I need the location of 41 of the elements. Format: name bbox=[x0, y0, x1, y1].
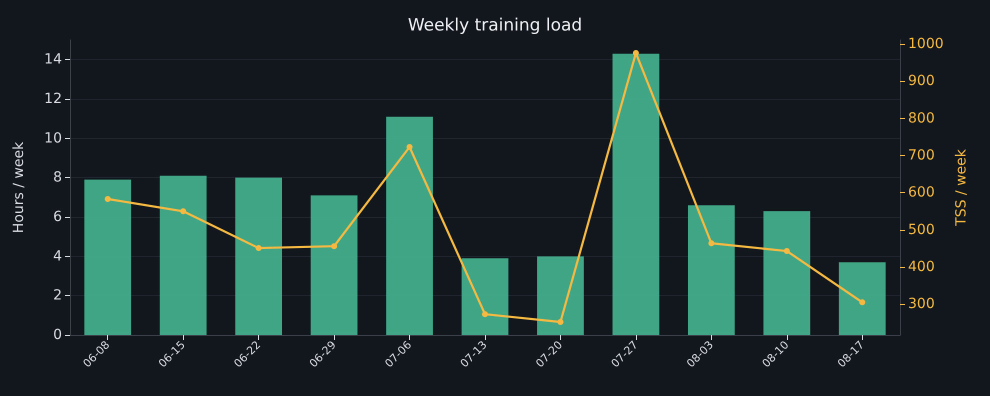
bar bbox=[462, 258, 508, 335]
y-tick-label: 0 bbox=[53, 327, 62, 343]
point bbox=[708, 240, 714, 246]
bar bbox=[235, 178, 282, 335]
y2-tick-label: 400 bbox=[908, 259, 935, 276]
bar bbox=[612, 54, 660, 335]
y2-tick-label: 700 bbox=[908, 148, 935, 164]
point bbox=[104, 196, 111, 202]
bar bbox=[386, 116, 433, 335]
y2-axis-title: TSS / week bbox=[954, 148, 970, 227]
point bbox=[784, 248, 790, 254]
point bbox=[406, 144, 413, 150]
y2-tick-label: 800 bbox=[908, 110, 935, 126]
y-axis-title: Hours / week bbox=[11, 140, 27, 234]
y-tick-label: 4 bbox=[53, 248, 62, 264]
y-tick-label: 8 bbox=[53, 170, 62, 186]
y2-tick-label: 300 bbox=[908, 296, 935, 312]
point bbox=[557, 319, 564, 325]
bar bbox=[537, 256, 584, 335]
y-tick-label: 6 bbox=[53, 209, 62, 225]
point bbox=[331, 243, 338, 250]
y-tick-label: 14 bbox=[44, 52, 62, 68]
y2-tick-label: 900 bbox=[908, 73, 935, 90]
point bbox=[180, 208, 186, 214]
point bbox=[859, 299, 866, 306]
y-tick-label: 2 bbox=[53, 288, 62, 304]
bar bbox=[310, 195, 358, 335]
point bbox=[632, 50, 639, 56]
chart-title: Weekly training load bbox=[408, 16, 582, 36]
bar bbox=[838, 262, 886, 335]
point bbox=[256, 245, 262, 252]
bar bbox=[84, 180, 132, 335]
bar bbox=[688, 205, 735, 335]
y-tick-label: 10 bbox=[44, 130, 62, 146]
y2-tick-label: 600 bbox=[908, 184, 935, 201]
point bbox=[482, 311, 488, 318]
bar bbox=[763, 211, 810, 335]
y2-tick-label: 500 bbox=[908, 222, 935, 238]
y2-tick-label: 1000 bbox=[908, 36, 944, 52]
bar bbox=[160, 176, 207, 335]
y-tick-label: 12 bbox=[44, 91, 62, 107]
